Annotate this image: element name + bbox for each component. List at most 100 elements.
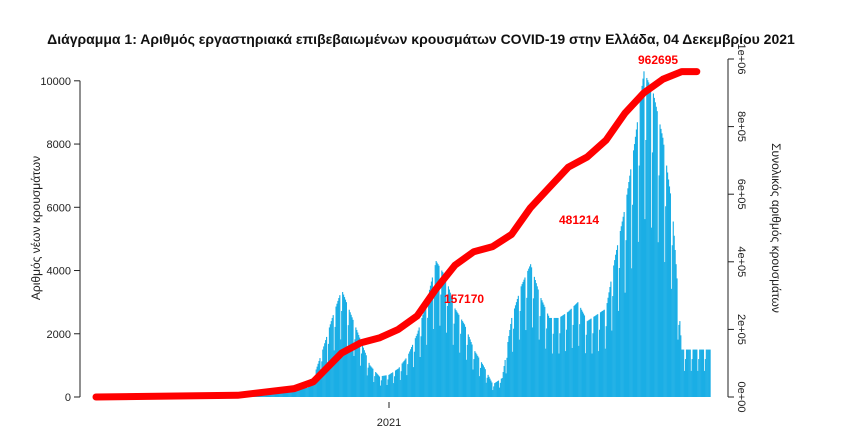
bar-day xyxy=(309,379,311,397)
bar-day xyxy=(499,382,501,397)
bar-day xyxy=(700,349,702,397)
bar-day xyxy=(437,264,439,397)
bar-day xyxy=(401,363,403,397)
bar-day xyxy=(302,382,304,397)
bar-day xyxy=(374,376,376,397)
bar-day xyxy=(470,341,472,397)
bar-day xyxy=(530,264,532,397)
bar-day xyxy=(439,325,441,397)
bar-day xyxy=(415,335,417,397)
bar-day xyxy=(556,317,558,397)
bar-day xyxy=(578,345,580,397)
bar-day xyxy=(340,339,342,397)
bar-day xyxy=(409,351,411,397)
bar-day xyxy=(349,312,351,397)
left-tick-label: 10000 xyxy=(40,76,71,88)
bar-day xyxy=(462,322,465,397)
bar-day xyxy=(313,385,315,397)
bar-day xyxy=(405,358,407,397)
bar-day xyxy=(529,266,531,397)
bar-day xyxy=(303,381,305,397)
bar-day xyxy=(613,265,615,397)
bar-day xyxy=(586,321,588,397)
bar-day xyxy=(669,193,671,397)
bar-day xyxy=(634,136,637,397)
bar-day xyxy=(372,368,374,397)
bar-day xyxy=(650,86,652,397)
bar-day xyxy=(379,385,381,397)
bar-day xyxy=(301,385,303,397)
bar-day xyxy=(558,353,560,397)
annotation-label: 481214 xyxy=(559,213,599,227)
bar-day xyxy=(387,379,389,397)
bar-day xyxy=(427,317,429,397)
bar-day xyxy=(505,373,507,397)
right-tick-label: 1e+06 xyxy=(735,44,747,75)
bar-day xyxy=(364,352,366,397)
bar-day xyxy=(429,285,432,397)
bar-day xyxy=(413,351,415,397)
bar-day xyxy=(582,313,585,397)
bar-day xyxy=(460,333,462,397)
bar-day xyxy=(594,316,596,397)
bar-day xyxy=(336,303,338,397)
bar-day xyxy=(431,277,433,397)
bar-day xyxy=(417,330,419,397)
bar-day xyxy=(599,329,601,397)
bar-day xyxy=(660,128,662,397)
bar-day xyxy=(404,359,406,397)
bar-day xyxy=(457,313,459,397)
bar-day xyxy=(352,319,354,397)
bar-day xyxy=(560,316,562,397)
bar-day xyxy=(440,294,442,397)
bar-day xyxy=(394,370,397,397)
bar-day xyxy=(503,366,505,397)
bar-day xyxy=(671,245,673,397)
bar-day xyxy=(443,273,445,397)
bar-day xyxy=(568,310,570,397)
bar-day xyxy=(649,84,651,397)
bar-day xyxy=(306,380,308,397)
bar-day xyxy=(368,362,370,397)
bar-day xyxy=(513,308,516,397)
bar-day xyxy=(534,280,536,397)
bar-day xyxy=(695,349,697,397)
bar-day xyxy=(659,124,661,397)
bar-day xyxy=(708,349,710,397)
bar-day xyxy=(348,309,350,397)
bar-day xyxy=(280,392,282,397)
bar-day xyxy=(668,186,671,397)
bar-day xyxy=(393,383,395,397)
bar-day xyxy=(407,364,409,397)
bar-day xyxy=(469,339,471,397)
bar-day xyxy=(535,283,537,397)
bar-day xyxy=(549,317,552,397)
bar-day xyxy=(454,308,456,397)
bar-day xyxy=(491,382,493,397)
bar-day xyxy=(382,375,384,397)
bar-day xyxy=(373,382,375,397)
bar-day xyxy=(681,349,683,397)
bar-day xyxy=(497,380,500,397)
bar-day xyxy=(390,373,392,397)
bar-day xyxy=(463,324,466,397)
bar-day xyxy=(684,370,686,397)
bar-day xyxy=(380,380,382,397)
bar-day xyxy=(697,370,699,397)
bar-day xyxy=(423,311,425,397)
bar-day xyxy=(602,310,604,397)
bar-day xyxy=(362,347,364,397)
bar-day xyxy=(571,347,573,397)
bar-day xyxy=(347,325,349,397)
line-layer xyxy=(92,68,701,401)
bar-day xyxy=(605,326,607,397)
bar-day xyxy=(629,175,631,397)
right-tick-label: 8e+05 xyxy=(735,111,747,142)
bar-day xyxy=(666,165,668,397)
bar-day xyxy=(312,378,314,397)
bar-day xyxy=(311,378,313,397)
bar-day xyxy=(632,204,634,397)
bar-day xyxy=(486,377,488,397)
bar-day xyxy=(479,376,481,397)
bar-day xyxy=(442,272,444,397)
